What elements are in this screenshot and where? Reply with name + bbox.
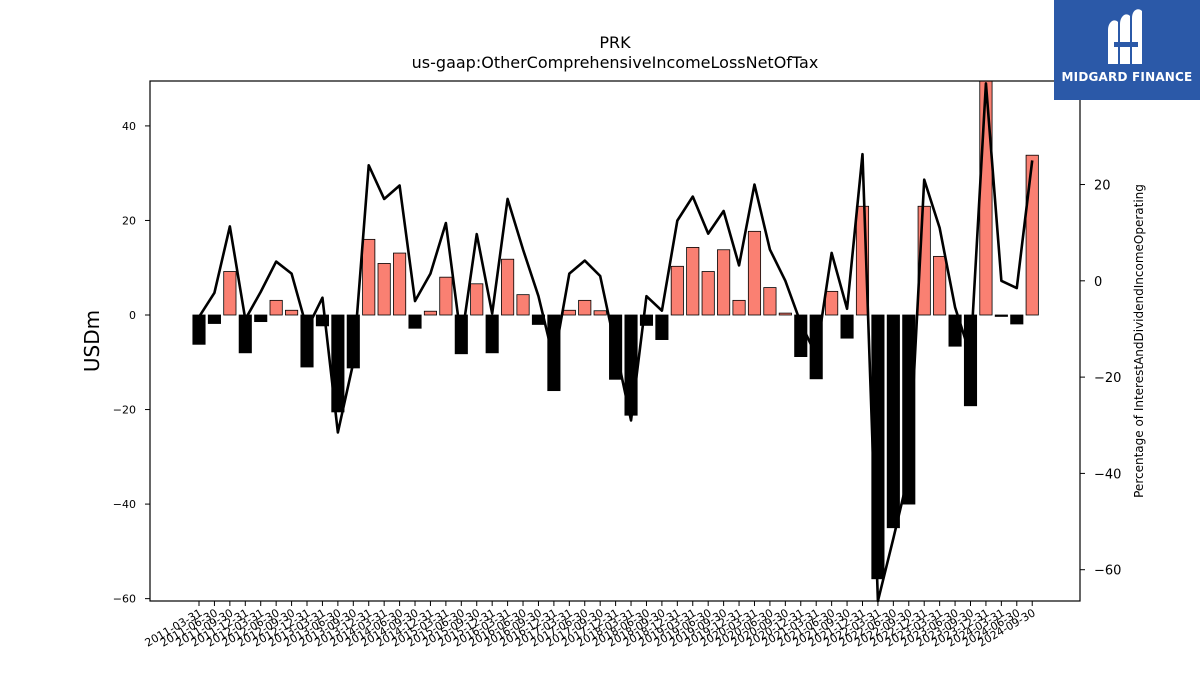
brand-logo: MIDGARD FINANCE <box>1054 0 1200 100</box>
bar <box>933 255 947 316</box>
y2-tick-label: −60 <box>1094 564 1121 579</box>
bar <box>269 299 283 316</box>
y-tick-label: 0 <box>129 309 136 322</box>
bar <box>994 314 1008 317</box>
y-tick-label: −60 <box>113 593 136 606</box>
bar <box>485 314 499 354</box>
bar <box>192 314 206 345</box>
bar <box>516 294 530 316</box>
plot-frame <box>149 80 1081 602</box>
bar <box>639 314 654 326</box>
bar <box>963 314 978 407</box>
bar <box>300 314 314 368</box>
bar <box>254 314 268 323</box>
y-tick-label: 40 <box>122 120 136 133</box>
bar <box>593 310 607 316</box>
bar <box>1010 314 1024 325</box>
y2-tick-label: −40 <box>1094 467 1121 482</box>
y2-tick-label: 0 <box>1094 275 1102 290</box>
bar <box>393 252 407 316</box>
y-tick-label: −20 <box>113 404 136 417</box>
bar <box>501 258 515 316</box>
line-layer <box>197 82 1034 603</box>
bar <box>1025 154 1039 316</box>
bar <box>285 309 299 316</box>
midgard-logo-icon <box>1108 9 1142 65</box>
bar <box>778 312 792 316</box>
bar <box>377 263 391 316</box>
y-axis-label: USDm <box>80 310 104 372</box>
bar <box>902 314 916 505</box>
y-tick-label: −40 <box>113 498 136 511</box>
bar <box>655 314 669 340</box>
bar <box>686 246 700 316</box>
y2-tick-label: −20 <box>1094 371 1121 386</box>
bar <box>747 230 762 316</box>
bar <box>825 290 839 316</box>
bar <box>439 276 453 316</box>
bar <box>331 314 345 413</box>
bar <box>470 283 484 316</box>
ratio-line <box>197 82 1034 603</box>
bar <box>207 314 221 324</box>
chart-subtitle: us-gaap:OtherComprehensiveIncomeLossNetO… <box>412 53 819 72</box>
chart-title: PRK <box>599 33 631 52</box>
bar <box>763 287 777 316</box>
bar <box>578 299 592 316</box>
bar <box>717 249 731 316</box>
bar <box>732 299 746 316</box>
bar <box>840 314 854 339</box>
bar <box>562 309 576 316</box>
bar <box>408 314 422 329</box>
bars-layer <box>192 80 1039 580</box>
y2-axis-label: Percentage of InterestAndDividendIncomeO… <box>1132 184 1146 498</box>
bar <box>670 265 684 316</box>
bar <box>315 314 329 327</box>
bar <box>238 314 252 354</box>
bar <box>423 310 437 316</box>
bar <box>547 314 561 392</box>
bar <box>223 271 237 316</box>
logo-text: MIDGARD FINANCE <box>1061 70 1193 84</box>
bar <box>701 271 715 316</box>
y-tick-label: 20 <box>122 214 136 227</box>
bar <box>886 314 900 529</box>
bar <box>362 238 376 316</box>
bar <box>979 80 993 316</box>
y2-tick-label: 20 <box>1094 179 1111 194</box>
